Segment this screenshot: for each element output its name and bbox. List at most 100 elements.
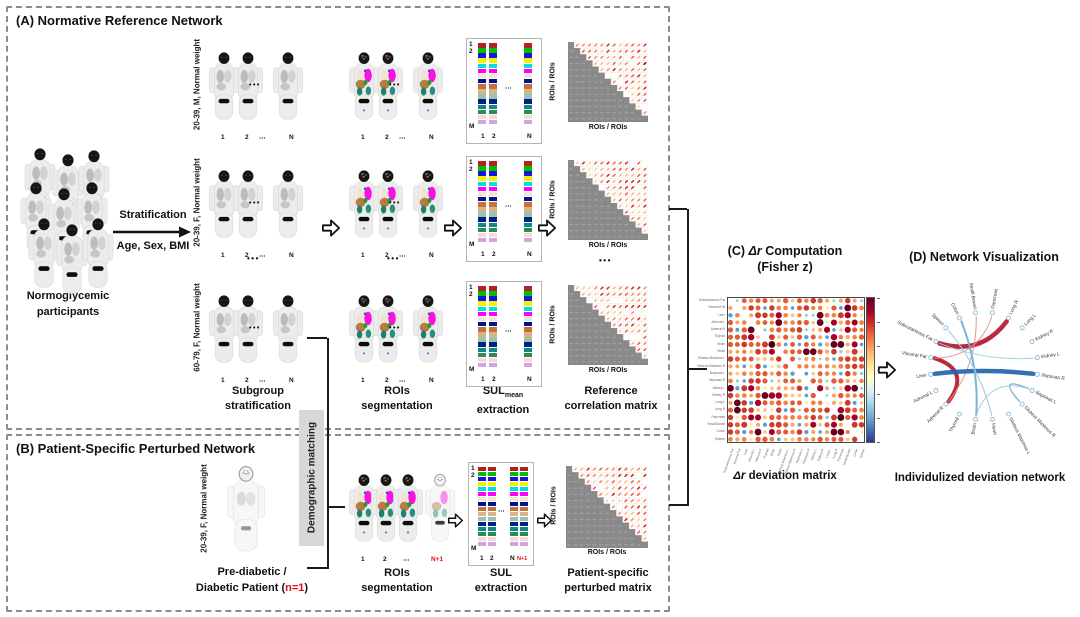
- ellipsis-subgroup: •••: [247, 254, 260, 263]
- arrow-rois-to-sul-b-icon: [448, 513, 463, 528]
- sul-segment: [489, 286, 497, 291]
- sul-segment: [520, 512, 528, 517]
- sul-segment: [489, 207, 497, 212]
- sul-segment: [478, 176, 486, 181]
- sul-segment: [488, 532, 496, 537]
- sul-segment: [478, 286, 486, 291]
- sul-segment: [510, 507, 518, 512]
- between-bodies-ellipsis: •••: [389, 325, 401, 332]
- matrix-a1-xaxis: ROIs / ROIs: [588, 124, 628, 131]
- sul-axis-label: N: [527, 376, 532, 383]
- sul-segment: [524, 332, 532, 337]
- body-slot: [369, 283, 407, 375]
- between-bodies-ellipsis: •••: [389, 82, 401, 89]
- sul-segment: [489, 73, 497, 79]
- index-label: 1: [221, 252, 225, 259]
- sul-segment: [478, 114, 486, 120]
- patient-n1-red: n=1: [285, 582, 305, 594]
- sul-segment: [524, 337, 532, 342]
- sul-segment: [489, 109, 497, 115]
- sul-segment: [520, 517, 528, 522]
- index-label: ⋯: [403, 557, 410, 564]
- sul-segment: [478, 58, 486, 63]
- network-node: [973, 310, 979, 316]
- patient-group-label: 20-39, F, Normal weight: [199, 464, 209, 553]
- sul-segment: [478, 227, 486, 233]
- sul-segment: [488, 502, 496, 507]
- sul-segment: [488, 467, 496, 472]
- sul-segment: [478, 512, 486, 517]
- matrix-row-label: Pancreas: [711, 414, 725, 419]
- arrow-sul-to-matrix-b-icon: [537, 513, 552, 528]
- colorbar-tick: [877, 298, 880, 299]
- sul-segment: [489, 176, 497, 181]
- matrix-row-label: Iliopsoas L: [709, 370, 725, 375]
- sul-segment: [524, 186, 532, 192]
- sul-segment: [489, 114, 497, 120]
- deviation-network: Small Bowel Pancreas Lung R Lung L Kidney R K…: [884, 264, 1080, 468]
- sul-segment: [478, 237, 486, 243]
- body-gray: [56, 224, 88, 294]
- matrix-row-label: Spleen: [715, 436, 725, 441]
- sul-segment: [524, 191, 532, 197]
- reference-matrix-2-svg: [568, 160, 648, 240]
- index-label: ⋯: [399, 378, 406, 385]
- index-label: 2: [245, 377, 249, 384]
- sul-axis-label: 2: [492, 376, 496, 383]
- matrix-row-label: Colon: [716, 429, 725, 434]
- sul-axis-label: M: [469, 241, 475, 248]
- sul-segment: [478, 517, 486, 522]
- sul-segment: [524, 352, 532, 358]
- sul-segment: [489, 161, 497, 166]
- matrix-row-label: Brain: [717, 341, 725, 346]
- sul-segment: [478, 212, 486, 217]
- body-roi: [413, 170, 443, 238]
- sul-segment: [510, 487, 518, 492]
- index-row: 1 2 ⋯ N: [205, 377, 311, 387]
- matrix-row-label: Thyroid: [714, 334, 725, 339]
- network-node: [1006, 411, 1011, 417]
- sul-segment: [478, 63, 486, 69]
- sul-axis-label: 1: [481, 251, 485, 258]
- sul-axis-label: 1: [469, 159, 473, 166]
- caption-rois-b-line2: segmentation: [361, 582, 433, 594]
- sul-segment: [478, 502, 486, 507]
- sul-segment: [524, 286, 532, 291]
- sul-segment: [489, 171, 497, 176]
- sul-segment: [478, 497, 486, 502]
- stratification-sublabel: Age, Sex, BMI: [116, 240, 190, 252]
- sul-segment: [524, 48, 532, 53]
- index-label: ⋯: [399, 253, 406, 260]
- network-node-label: Iliopsoas R: [1041, 372, 1066, 382]
- sul-axis-label: ⋯: [505, 328, 512, 335]
- network-node: [1029, 388, 1035, 393]
- network-node-label: Adrenal R: [926, 405, 946, 425]
- matrix-a3-yaxis: ROIs / ROIs: [549, 305, 557, 344]
- body-roi: [349, 474, 379, 542]
- sul-segment: [489, 191, 497, 197]
- matrix-row-label: Heart: [717, 349, 725, 354]
- sul-axis-label: 2: [471, 472, 475, 479]
- between-bodies-ellipsis: •••: [249, 200, 261, 207]
- sul-segment: [488, 537, 496, 542]
- matrix-row-label: Lung L: [715, 400, 725, 405]
- participants-caption-line2: participants: [36, 306, 100, 318]
- sul-segment: [478, 84, 486, 89]
- caption-subgroup-line1: Subgroup: [232, 385, 284, 397]
- sul-segment: [489, 89, 497, 94]
- sul-axis-label: M: [469, 366, 475, 373]
- subgroup-bodies-row2: ••• 1 2 ⋯ N: [205, 158, 311, 262]
- caption-subgroup: Subgroup stratification: [198, 384, 318, 414]
- network-node-label: Lung L: [1023, 312, 1038, 327]
- body-gray: [28, 218, 60, 288]
- sul-segment: [524, 78, 532, 84]
- sul-segment: [478, 78, 486, 84]
- bracket-left-bottom-stub: [307, 567, 329, 569]
- sul-segment: [478, 332, 486, 337]
- index-row: 1 2 ⋯ N: [345, 377, 451, 387]
- arrow-sul-to-matrix-b: [537, 512, 552, 534]
- deviation-matrix: [727, 297, 865, 443]
- matrix-row-label: Visceral Fat: [708, 305, 725, 310]
- panel-b-title: (B) Patient-Specific Perturbed Network: [16, 441, 256, 456]
- sul-segment: [524, 58, 532, 63]
